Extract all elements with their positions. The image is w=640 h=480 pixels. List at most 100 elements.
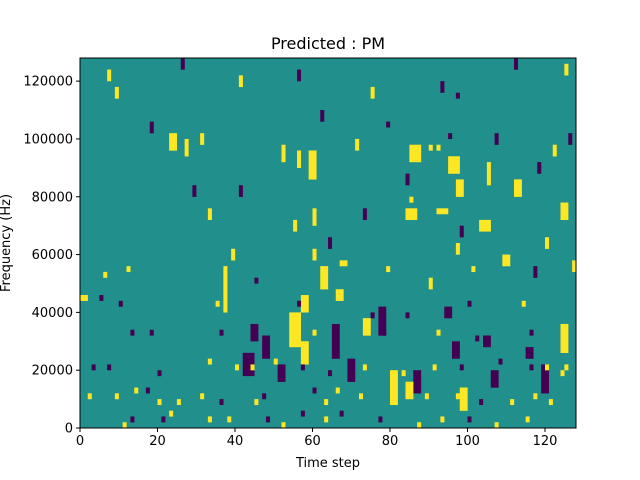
heatmap-cell — [378, 306, 387, 336]
heatmap-cell — [440, 81, 445, 93]
heatmap-cell — [467, 416, 472, 423]
heatmap-cell — [266, 335, 271, 342]
heatmap-cell — [475, 335, 480, 342]
heatmap-cell — [440, 416, 445, 423]
heatmap-cell — [312, 329, 317, 336]
heatmap-cell — [455, 243, 460, 255]
heatmap-cell — [145, 387, 150, 394]
heatmap-cell — [417, 422, 422, 429]
heatmap-cell — [87, 393, 92, 400]
heatmap-cell — [223, 266, 228, 313]
y-tick-label: 120000 — [23, 75, 73, 90]
heatmap-cell — [533, 266, 538, 278]
heatmap-cell — [281, 144, 286, 163]
x-tick-label: 0 — [76, 434, 84, 449]
heatmap-cell — [405, 173, 410, 186]
heatmap-cell — [459, 387, 468, 411]
heatmap-cell — [560, 323, 569, 353]
heatmap-cell — [281, 422, 286, 429]
heatmap-cell — [207, 208, 212, 221]
heatmap-cell — [122, 422, 127, 429]
heatmap-cell — [459, 364, 464, 371]
y-tick-label: 40000 — [32, 306, 73, 321]
heatmap-cell — [564, 63, 569, 76]
heatmap-cell — [378, 416, 383, 423]
heatmap-cell — [455, 92, 460, 99]
heatmap-cell — [266, 416, 271, 423]
y-tick-label: 20000 — [32, 364, 73, 379]
heatmap-cell — [293, 219, 298, 232]
heatmap-cell — [126, 266, 131, 273]
heatmap-cell — [192, 185, 197, 197]
heatmap-cell — [452, 341, 460, 359]
y-tick-label: 60000 — [32, 248, 73, 263]
heatmap-cell — [235, 364, 240, 371]
heatmap-cell — [529, 364, 534, 371]
heatmap-cell — [103, 271, 108, 278]
heatmap-cell — [207, 358, 212, 365]
heatmap-cell — [324, 399, 329, 406]
heatmap-cell — [250, 323, 259, 342]
heatmap-cell — [390, 399, 395, 406]
heatmap-cell — [525, 416, 530, 423]
heatmap-cell — [471, 266, 476, 273]
heatmap-cell — [254, 399, 259, 406]
heatmap-cell — [312, 208, 317, 226]
heatmap-cell — [405, 208, 418, 221]
heatmap-cell — [149, 121, 154, 134]
x-tick-label: 60 — [304, 434, 321, 449]
heatmap-cell — [324, 416, 329, 423]
heatmap-cell — [312, 387, 317, 394]
heatmap-cell — [444, 306, 453, 319]
heatmap-cell — [459, 225, 464, 238]
heatmap-cell — [262, 393, 267, 400]
x-axis-label: Time step — [295, 456, 360, 471]
heatmap-cell — [514, 58, 519, 70]
x-axis-ticks: 0 20 40 60 80 100 120 — [76, 428, 558, 449]
heatmap-cell — [300, 295, 309, 313]
heatmap-cell — [362, 364, 367, 371]
heatmap-cell — [91, 364, 96, 371]
heatmap-cell — [149, 329, 154, 336]
heatmap-cell — [134, 387, 139, 394]
plot-area — [79, 57, 577, 429]
x-tick-label: 120 — [533, 434, 558, 449]
heatmap-cell — [386, 266, 391, 273]
heatmap-cell — [238, 185, 243, 197]
heatmap-cell — [409, 144, 422, 163]
heatmap-cell — [409, 196, 414, 203]
heatmap-cell — [219, 329, 224, 336]
heatmap-cell — [114, 86, 119, 99]
x-tick-label: 20 — [149, 434, 166, 449]
heatmap-cell — [448, 133, 453, 140]
heatmap-cell — [250, 364, 255, 371]
heatmap-cell — [545, 364, 550, 371]
heatmap-cell — [541, 364, 550, 394]
heatmap-cell — [572, 260, 577, 273]
heatmap-cell — [297, 69, 302, 82]
heatmap-cell — [386, 121, 391, 128]
heatmap-cell — [277, 364, 286, 382]
heatmap-cell — [483, 335, 491, 348]
heatmap-cell — [568, 133, 573, 145]
plot-frame — [79, 57, 577, 429]
heatmap-cell — [107, 364, 112, 371]
heatmap-cell — [297, 150, 302, 168]
heatmap-cell — [99, 295, 104, 301]
heatmap-cell — [254, 277, 259, 284]
heatmap-cell — [564, 364, 569, 371]
heatmap-cell — [525, 347, 534, 359]
heatmap-cell — [242, 352, 255, 377]
heatmap-cell — [227, 416, 232, 423]
heatmap-cell — [320, 110, 325, 122]
heatmap-cell — [455, 179, 464, 197]
heatmap-cell — [436, 329, 441, 336]
y-tick-label: 0 — [65, 422, 73, 437]
heatmap-cell — [339, 260, 348, 267]
heatmap-cells — [80, 58, 577, 429]
heatmap-cell — [494, 422, 499, 429]
heatmap-cell — [347, 358, 356, 382]
heatmap-cell — [130, 329, 135, 336]
heatmap-cell — [300, 341, 309, 365]
heatmap-cell — [560, 202, 569, 221]
